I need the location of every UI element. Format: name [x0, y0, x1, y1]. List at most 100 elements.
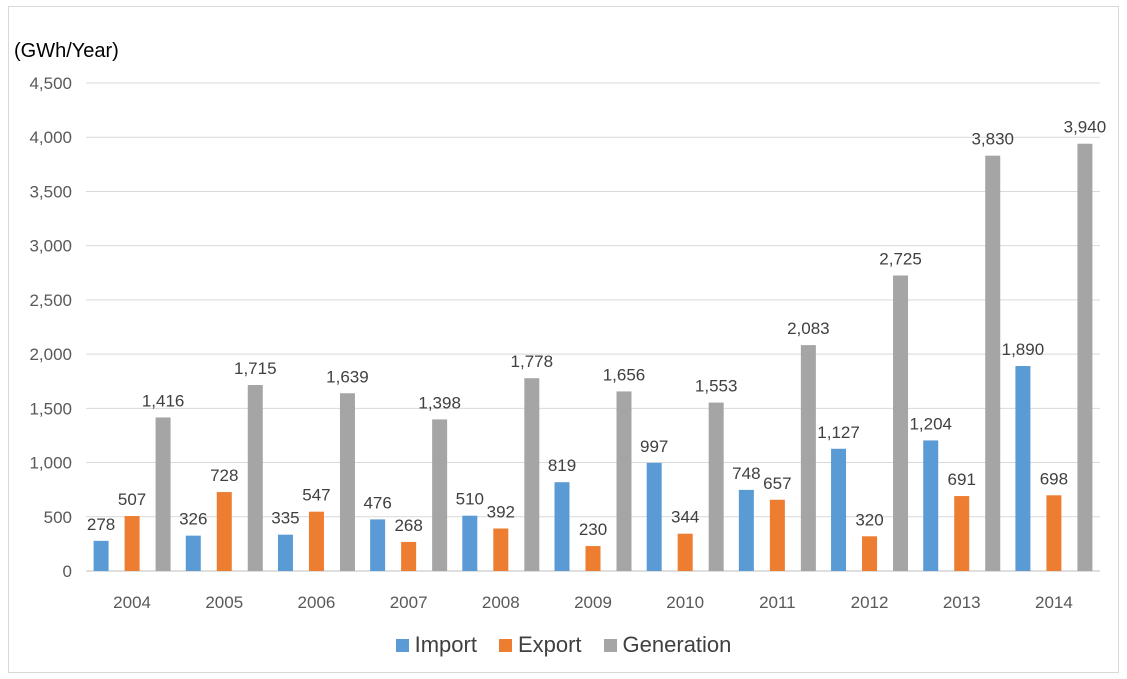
data-label-generation: 2,083 [787, 319, 830, 338]
x-tick-label: 2004 [113, 593, 151, 612]
data-label-import: 476 [363, 493, 391, 512]
bar-export [216, 492, 232, 571]
y-tick-label: 1,000 [29, 454, 72, 473]
bar-export [493, 528, 509, 571]
bar-generation [247, 385, 263, 571]
legend-swatch-import [395, 638, 409, 652]
bar-import [554, 482, 570, 571]
bar-generation [708, 402, 724, 571]
y-tick-label: 2,500 [29, 291, 72, 310]
bar-import [370, 519, 386, 571]
legend-swatch-export [498, 638, 512, 652]
legend-label-generation: Generation [622, 632, 732, 657]
bar-generation [432, 419, 448, 571]
legend-item-export: Export [498, 632, 582, 658]
bar-export [401, 541, 417, 571]
bar-export [769, 499, 785, 571]
data-label-import: 997 [640, 437, 668, 456]
x-tick-label: 2013 [943, 593, 981, 612]
legend-item-import: Import [395, 632, 477, 658]
bar-export [677, 533, 693, 571]
legend-item-generation: Generation [603, 632, 732, 658]
x-tick-label: 2005 [205, 593, 243, 612]
y-tick-label: 0 [63, 562, 72, 581]
x-axis-ticks: 2004 2005 2006 2007 2008 2009 2010 2011 2012 2013… [113, 593, 1073, 612]
data-label-generation: 1,715 [234, 359, 277, 378]
data-label-export: 268 [394, 516, 422, 535]
y-tick-label: 3,000 [29, 237, 72, 256]
bar-generation [339, 393, 355, 571]
data-label-import: 335 [271, 509, 299, 528]
x-tick-label: 2008 [482, 593, 520, 612]
x-tick-label: 2014 [1035, 593, 1073, 612]
y-tick-label: 2,000 [29, 345, 72, 364]
bar-generation [800, 345, 816, 571]
y-tick-label: 500 [44, 508, 72, 527]
x-tick-label: 2009 [574, 593, 612, 612]
data-label-export: 392 [487, 502, 515, 521]
bar-import [923, 440, 939, 571]
bar-generation [616, 391, 632, 571]
x-tick-label: 2012 [851, 593, 889, 612]
bar-import [277, 534, 293, 571]
gridlines [86, 82, 1100, 572]
bar-import [831, 448, 847, 571]
bar-generation [893, 275, 909, 571]
x-tick-label: 2010 [666, 593, 704, 612]
bars [93, 143, 1093, 571]
bar-export [1046, 495, 1062, 571]
bar-export [954, 496, 970, 571]
data-label-generation: 1,416 [142, 391, 185, 410]
bar-generation [524, 378, 540, 571]
data-label-generation: 2,725 [879, 249, 922, 268]
data-label-import: 819 [548, 456, 576, 475]
data-label-generation: 1,778 [511, 352, 554, 371]
data-label-generation: 1,639 [326, 367, 369, 386]
bar-generation [1077, 143, 1093, 571]
bar-import [185, 535, 201, 571]
data-label-export: 691 [948, 470, 976, 489]
bar-import [738, 489, 754, 571]
data-label-import: 510 [456, 490, 484, 509]
bar-export [862, 536, 878, 571]
data-label-export: 728 [210, 466, 238, 485]
bar-export [124, 516, 140, 571]
data-label-export: 320 [855, 510, 883, 529]
data-label-generation: 1,553 [695, 377, 738, 396]
data-label-generation: 3,830 [971, 130, 1014, 149]
bar-generation [985, 155, 1001, 571]
data-label-generation: 1,398 [418, 393, 461, 412]
data-label-export: 507 [118, 490, 146, 509]
data-label-import: 1,204 [909, 414, 952, 433]
data-label-generation: 3,940 [1064, 118, 1107, 137]
legend: Import Export Generation [0, 632, 1127, 658]
bar-import [93, 540, 109, 571]
x-tick-label: 2007 [390, 593, 428, 612]
bar-export [308, 511, 324, 571]
data-label-export: 547 [302, 486, 330, 505]
data-label-import: 326 [179, 510, 207, 529]
bar-import [462, 515, 478, 571]
bar-import [1015, 366, 1031, 571]
bar-export [585, 546, 601, 571]
x-tick-label: 2006 [298, 593, 336, 612]
data-label-export: 657 [763, 474, 791, 493]
y-tick-label: 4,000 [29, 128, 72, 147]
x-tick-label: 2011 [759, 593, 796, 612]
data-label-export: 344 [671, 508, 699, 527]
data-label-import: 1,890 [1002, 340, 1045, 359]
y-tick-label: 4,500 [29, 74, 72, 93]
bar-import [646, 462, 662, 571]
legend-label-import: Import [414, 632, 477, 657]
data-label-export: 698 [1040, 469, 1068, 488]
bar-generation [155, 417, 171, 571]
y-tick-label: 3,500 [29, 182, 72, 201]
y-tick-label: 1,500 [29, 399, 72, 418]
data-label-export: 230 [579, 520, 607, 539]
y-axis-unit-label: (GWh/Year) [14, 40, 119, 62]
legend-swatch-generation [603, 638, 617, 652]
data-label-import: 748 [732, 464, 760, 483]
data-label-generation: 1,656 [603, 365, 646, 384]
